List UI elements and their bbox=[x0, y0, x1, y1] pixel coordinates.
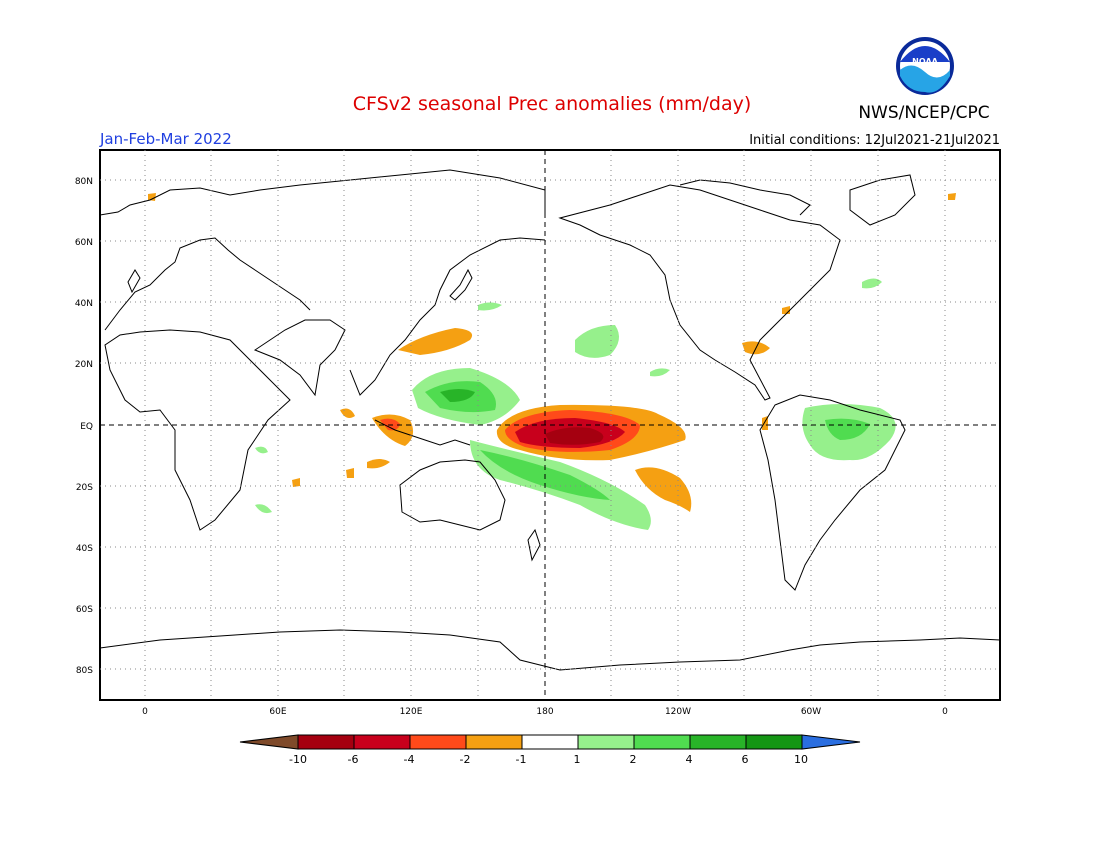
colorbar-swatch bbox=[297, 734, 355, 750]
map-panel: 80N 60N 40N 20N EQ 20S 40S 60S 80S 0 60E… bbox=[75, 149, 1001, 717]
lon-tick-label: 180 bbox=[536, 707, 553, 717]
lon-axis: 0 60E 120E 180 120W 60W 0 bbox=[142, 707, 948, 717]
wet-anomaly-hawaii bbox=[575, 325, 619, 358]
lat-tick-label: 20S bbox=[76, 483, 93, 493]
colorbar-label: -6 bbox=[348, 753, 359, 766]
lat-tick-label: 80N bbox=[75, 177, 93, 187]
coastline-arabia-india bbox=[253, 319, 346, 397]
coastline-east-asia bbox=[349, 237, 546, 396]
colorbar-swatches bbox=[239, 734, 861, 750]
dry-anomaly-small-1 bbox=[292, 478, 300, 487]
dry-anomaly-central-pacific-peak bbox=[545, 427, 604, 445]
lon-tick-label: 0 bbox=[142, 707, 148, 717]
lat-tick-label: 60N bbox=[75, 238, 93, 248]
wet-anomaly-madagascar bbox=[255, 504, 272, 514]
coastline-north-america bbox=[558, 184, 841, 401]
lon-tick-label: 120W bbox=[665, 707, 691, 717]
colorbar-swatch bbox=[689, 734, 747, 750]
dry-anomaly-south-pacific bbox=[635, 467, 692, 512]
colorbar-label: -2 bbox=[460, 753, 471, 766]
coastline-australia bbox=[399, 459, 506, 531]
colorbar-label: 2 bbox=[630, 753, 637, 766]
colorbar-label: -4 bbox=[404, 753, 415, 766]
lat-tick-label: 20N bbox=[75, 360, 93, 370]
lon-tick-label: 120E bbox=[400, 707, 423, 717]
colorbar-swatch bbox=[409, 734, 467, 750]
coastline-uk bbox=[127, 269, 141, 294]
colorbar-label: -1 bbox=[516, 753, 527, 766]
coastline-japan bbox=[449, 268, 473, 301]
lon-tick-label: 0 bbox=[942, 707, 948, 717]
dry-anomaly-small-2 bbox=[346, 468, 354, 478]
colorbar-swatch bbox=[521, 734, 579, 750]
map-title: CFSv2 seasonal Prec anomalies (mm/day) bbox=[353, 93, 752, 115]
coastline-new-zealand bbox=[527, 528, 541, 562]
dry-anomaly-small-3 bbox=[148, 193, 156, 201]
colorbar-label: 1 bbox=[574, 753, 581, 766]
lat-axis: 80N 60N 40N 20N EQ 20S 40S 60S 80S bbox=[75, 177, 93, 676]
colorbar: -10 -6 -4 -2 -1 1 2 4 6 10 bbox=[239, 734, 861, 766]
wet-anomaly-africa bbox=[255, 446, 268, 454]
noaa-logo: NOAA bbox=[896, 37, 954, 95]
wet-anomaly-north-atlantic bbox=[862, 278, 882, 289]
lat-tick-label: 40S bbox=[76, 544, 93, 554]
wet-anomaly-east-pacific bbox=[650, 368, 670, 377]
lat-tick-label: 80S bbox=[76, 666, 93, 676]
colorbar-arrow-high bbox=[801, 734, 861, 750]
coastline-indonesia bbox=[374, 419, 471, 446]
colorbar-swatch bbox=[745, 734, 803, 750]
wet-anomaly-west-pacific-max bbox=[440, 389, 475, 402]
anomaly-shading bbox=[148, 193, 956, 530]
dry-anomaly-nw-pacific bbox=[398, 328, 473, 355]
colorbar-label: 4 bbox=[686, 753, 693, 766]
colorbar-swatch bbox=[633, 734, 691, 750]
coastline-south-america bbox=[759, 394, 906, 591]
colorbar-swatch bbox=[465, 734, 523, 750]
colorbar-labels: -10 -6 -4 -2 -1 1 2 4 6 10 bbox=[289, 753, 808, 766]
colorbar-swatch bbox=[353, 734, 411, 750]
season-label: Jan-Feb-Mar 2022 bbox=[99, 130, 232, 148]
coastline-eurasia-west bbox=[99, 169, 546, 216]
noaa-logo-text: NOAA bbox=[912, 57, 938, 66]
colorbar-swatch bbox=[577, 734, 635, 750]
lon-tick-label: 60E bbox=[269, 707, 286, 717]
lat-tick-label: EQ bbox=[80, 422, 93, 432]
coastline-antarctica bbox=[99, 629, 1001, 671]
wet-anomaly-north-pacific bbox=[478, 302, 502, 311]
lat-tick-label: 60S bbox=[76, 605, 93, 615]
dry-anomaly-south-indian bbox=[367, 459, 390, 469]
lat-tick-label: 40N bbox=[75, 299, 93, 309]
colorbar-arrow-low bbox=[239, 734, 299, 750]
agency-label: NWS/NCEP/CPC bbox=[858, 103, 989, 123]
initial-conditions-label: Initial conditions: 12Jul2021-21Jul2021 bbox=[749, 133, 1000, 148]
colorbar-label: 6 bbox=[742, 753, 749, 766]
coastline-greenland bbox=[849, 174, 916, 226]
wet-anomaly-south-america-core bbox=[825, 418, 870, 440]
coastlines bbox=[99, 169, 1001, 671]
colorbar-label: 10 bbox=[794, 753, 808, 766]
colorbar-label: -10 bbox=[289, 753, 307, 766]
dry-anomaly-small-4 bbox=[948, 193, 956, 200]
lon-tick-label: 60W bbox=[801, 707, 821, 717]
reference-lines bbox=[100, 150, 1000, 700]
coastline-africa bbox=[104, 329, 291, 531]
